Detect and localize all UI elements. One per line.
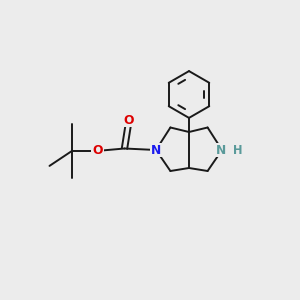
Text: N: N (151, 143, 161, 157)
Text: H: H (233, 143, 242, 157)
Text: O: O (92, 144, 103, 158)
Text: O: O (124, 113, 134, 127)
Text: N: N (216, 143, 226, 157)
